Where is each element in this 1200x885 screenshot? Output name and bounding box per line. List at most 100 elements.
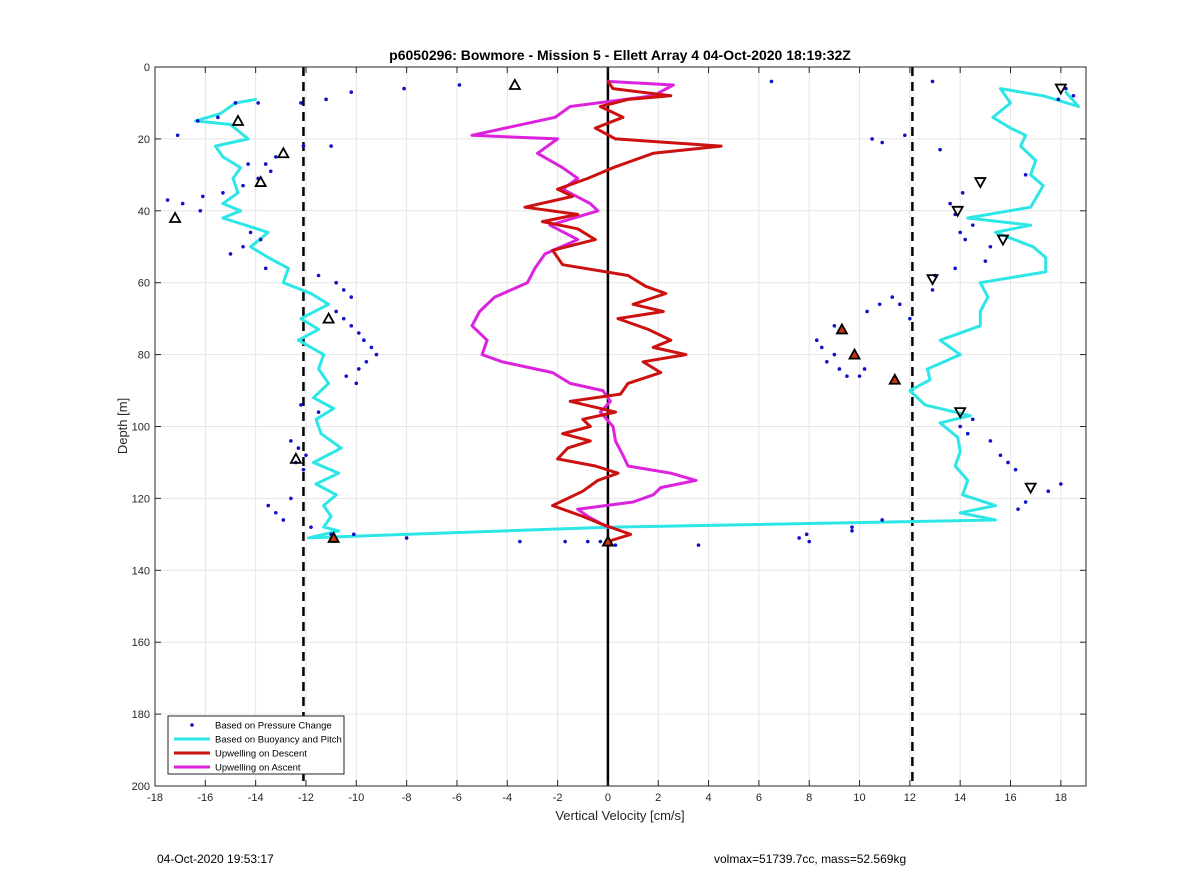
down-triangle-marker [925,274,940,286]
series-point [614,439,617,443]
pressure-change-point [266,503,271,508]
series-point [556,457,559,461]
series-point [669,338,673,342]
series-point [246,137,250,141]
pressure-change-point [221,191,225,195]
series-point [614,410,617,414]
series-point [953,464,957,468]
pressure-change-point [960,191,965,195]
axis-ticks: -18 -16 -14 -12 -10 -8 -6 -4 -2 0 2 4 6 8 10 12 14 16 1802… [132,62,1086,804]
series-point [659,486,663,489]
series-point [611,425,615,428]
pressure-change-point [201,194,205,199]
pressure-change-point [850,525,854,529]
pressure-change-point [273,510,278,515]
pressure-change-point [769,79,774,84]
up-triangle-marker [847,347,862,360]
y-tick-label: 100 [132,422,150,434]
pressure-change-point [349,324,354,328]
reference-lines [302,67,914,786]
series-point [337,471,340,475]
x-tick-label: -10 [348,792,364,804]
series-point [641,360,645,364]
series-point [926,367,929,371]
series-point [994,504,997,507]
series-point [923,403,927,407]
series-point [589,439,592,443]
up-triangle-marker [327,531,341,543]
pressure-change-point [1046,489,1051,494]
x-tick-label: 2 [655,792,661,804]
series-point [614,137,617,141]
pressure-change-point [351,532,356,537]
pressure-change-point [198,209,203,213]
chart-title: p6050296: Bowmore - Mission 5 - Ellett A… [389,47,851,63]
series-point [986,295,990,299]
series-point [543,252,547,256]
legend-label: Upwelling on Descent [215,749,307,760]
pressure-change-point [613,543,618,547]
pressure-change-point [696,543,701,547]
pressure-change-point [296,446,301,450]
pressure-change-point [870,137,874,141]
series-point [616,317,620,320]
pressure-change-point [402,86,406,91]
series-point [631,302,635,306]
up-triangle-marker [168,211,182,223]
series-point [576,238,580,241]
series-point [568,400,572,403]
series-point [979,310,982,313]
pressure-change-point [958,230,962,235]
series-line-upwelling-on-descent [523,80,723,543]
series-point [719,144,723,148]
series-point [958,450,962,453]
pressure-change-point [329,144,333,148]
series-point [317,367,320,371]
pressure-change-point [1013,467,1018,472]
pressure-change-point [175,133,180,138]
series-point [329,515,333,518]
pressure-change-point [404,536,409,540]
series-point [568,105,572,108]
series-point [999,87,1002,90]
series-point [1077,105,1080,108]
series-point [319,432,323,435]
pressure-change-point [958,424,962,429]
series-point [581,489,585,493]
series-point [312,461,315,464]
pressure-change-point [814,338,819,343]
pressure-change-point [241,183,245,188]
series-point [684,353,688,356]
series-point [551,249,554,252]
pressure-change-point [334,280,338,285]
series-point [1034,159,1037,162]
series-point [533,267,537,270]
pressure-change-point [862,367,867,371]
series-point [669,94,673,98]
series-point [254,98,257,101]
pressure-change-point [850,528,854,533]
series-point [219,112,222,116]
pressure-change-point [804,532,809,537]
down-triangle-marker [1024,482,1038,495]
series-point [1041,184,1045,187]
pressure-change-point [832,352,837,357]
x-tick-label: 0 [605,792,611,804]
pressure-change-point [970,223,975,227]
down-triangle-marker [1054,83,1068,96]
series-point [576,213,580,216]
series-point [221,155,225,159]
series-point [523,205,527,209]
series-point [478,310,481,313]
legend-label: Based on Buoyancy and Pitch [215,735,342,746]
pressure-change-point [1023,500,1028,504]
x-tick-label: -16 [197,792,213,804]
pressure-change-point [988,244,993,249]
series-point [1044,270,1048,274]
pressure-change-point [518,539,522,544]
series-point [958,353,962,356]
series-point [651,493,655,497]
x-tick-label: -2 [553,792,563,804]
x-axis-label: Vertical Velocity [cm/s] [555,808,684,823]
series-point [322,504,325,507]
